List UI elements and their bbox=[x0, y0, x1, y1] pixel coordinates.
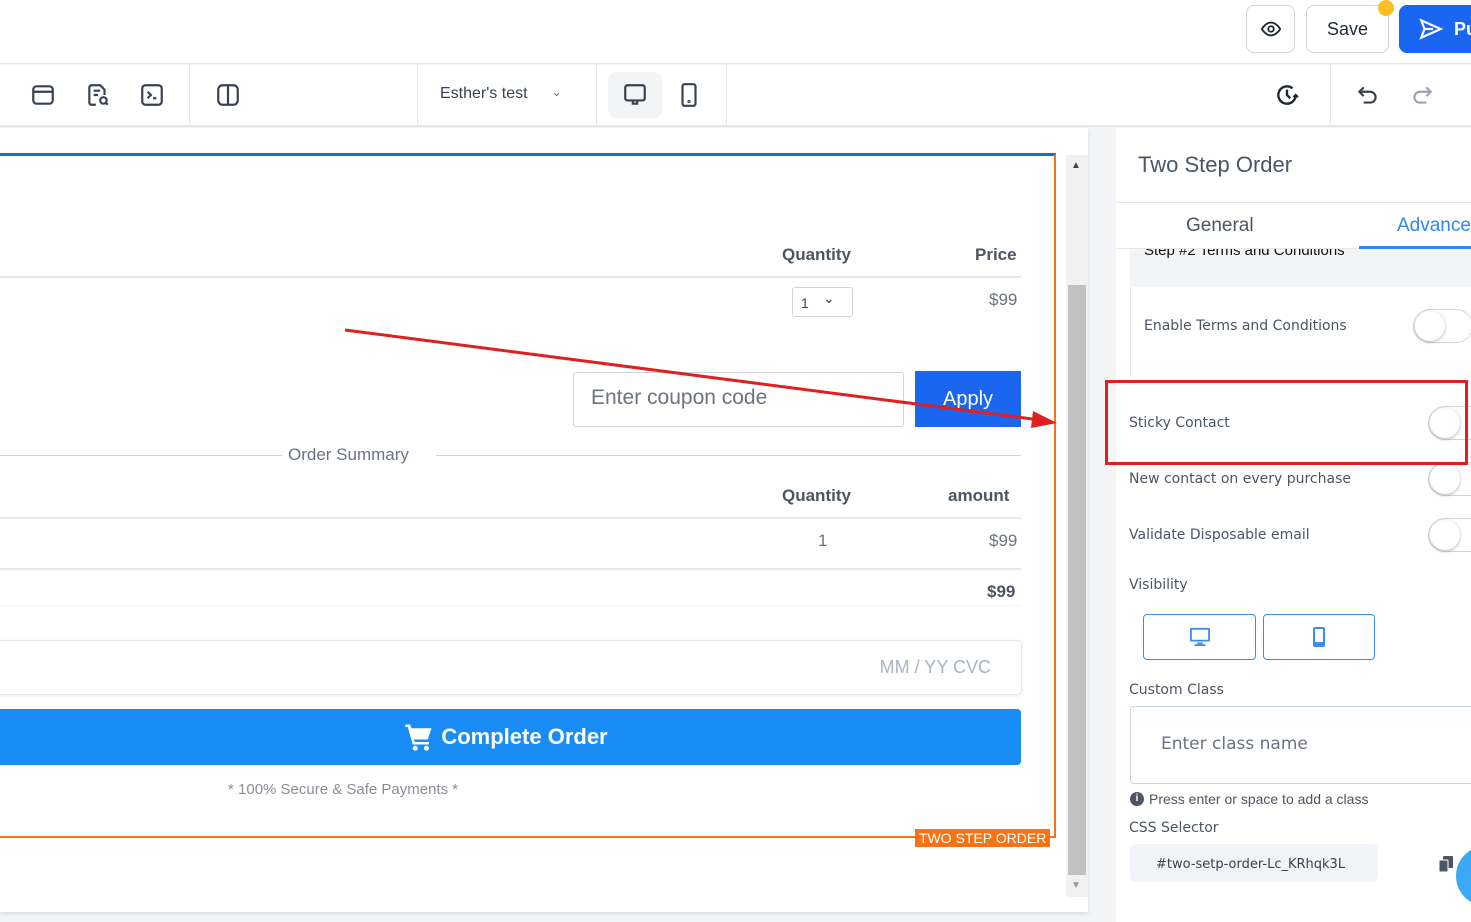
sticky-contact-label: Sticky Contact bbox=[1129, 415, 1230, 431]
order-summary-title: Order Summary bbox=[288, 445, 409, 464]
summary-amount: $99 bbox=[989, 531, 1018, 550]
info-icon: i bbox=[1130, 792, 1144, 806]
custom-class-placeholder: Enter class name bbox=[1161, 734, 1308, 754]
css-selector-label: CSS Selector bbox=[1129, 820, 1219, 836]
scrollbar-thumb[interactable] bbox=[1068, 285, 1086, 875]
custom-class-input[interactable]: Enter class name bbox=[1130, 706, 1471, 784]
coupon-input[interactable]: Enter coupon code bbox=[573, 372, 904, 427]
unsaved-dot bbox=[1378, 0, 1394, 16]
visibility-desktop-button[interactable] bbox=[1143, 614, 1256, 660]
two-step-order-element[interactable] bbox=[0, 153, 1056, 838]
tab-advance[interactable]: Advance bbox=[1397, 215, 1471, 236]
enable-terms-label: Enable Terms and Conditions bbox=[1144, 318, 1347, 334]
editor-canvas bbox=[0, 128, 1088, 912]
visibility-label: Visibility bbox=[1129, 577, 1188, 593]
top-header: Save Pu bbox=[0, 0, 1471, 64]
preview-button[interactable] bbox=[1246, 5, 1295, 53]
help-chat-button[interactable] bbox=[1456, 846, 1471, 906]
columns-icon[interactable] bbox=[214, 81, 242, 109]
enable-terms-toggle[interactable] bbox=[1413, 309, 1471, 343]
page-select[interactable]: Esther's test ⌄ bbox=[440, 85, 562, 103]
eye-icon bbox=[1260, 21, 1281, 37]
history-icon[interactable] bbox=[1273, 81, 1301, 109]
scroll-up-arrow[interactable]: ▲ bbox=[1071, 160, 1081, 171]
copy-icon[interactable] bbox=[1439, 856, 1453, 872]
secure-payments-text: * 100% Secure & Safe Payments * bbox=[228, 781, 459, 798]
publish-label: Pu bbox=[1454, 18, 1471, 39]
validate-email-toggle[interactable] bbox=[1428, 518, 1471, 552]
card-input[interactable]: MM / YY CVC bbox=[0, 640, 1022, 695]
settings-panel: Two Step Order General Advance Step #2 T… bbox=[1116, 128, 1471, 922]
tab-general[interactable]: General bbox=[1186, 215, 1254, 236]
page-select-value: Esther's test bbox=[440, 85, 528, 102]
panel-title: Two Step Order bbox=[1138, 152, 1293, 177]
price-value: $99 bbox=[989, 290, 1018, 309]
mobile-view-button[interactable] bbox=[675, 81, 703, 109]
mobile-icon bbox=[681, 83, 697, 107]
quantity-header: Quantity bbox=[782, 245, 851, 264]
custom-class-label: Custom Class bbox=[1129, 682, 1224, 698]
css-selector-field[interactable]: #two-setp-order-Lc_KRhqk3L bbox=[1130, 844, 1378, 882]
save-button[interactable]: Save bbox=[1306, 5, 1389, 53]
sticky-contact-toggle[interactable] bbox=[1428, 406, 1471, 440]
visibility-mobile-button[interactable] bbox=[1263, 614, 1375, 660]
quantity-value: 1 bbox=[801, 295, 809, 311]
css-selector-value: #two-setp-order-Lc_KRhqk3L bbox=[1156, 857, 1346, 872]
price-header: Price bbox=[975, 245, 1017, 264]
send-icon bbox=[1419, 18, 1444, 40]
element-tag: TWO STEP ORDER bbox=[915, 829, 1051, 847]
desktop-icon bbox=[1189, 627, 1210, 647]
quantity-header-2: Quantity bbox=[782, 486, 851, 505]
publish-button[interactable]: Pu bbox=[1399, 5, 1471, 53]
undo-icon[interactable] bbox=[1354, 81, 1382, 109]
amount-header: amount bbox=[948, 486, 1010, 505]
custom-class-hint: Press enter or space to add a class bbox=[1149, 791, 1369, 807]
new-contact-label: New contact on every purchase bbox=[1129, 471, 1351, 487]
chevron-down-icon: ⌄ bbox=[551, 85, 562, 99]
section-header[interactable]: Step #2 Terms and Conditions bbox=[1130, 249, 1471, 287]
layout-icon[interactable] bbox=[29, 81, 57, 109]
save-label: Save bbox=[1326, 18, 1369, 39]
editor-toolbar: Esther's test ⌄ bbox=[0, 65, 1471, 127]
validate-email-label: Validate Disposable email bbox=[1129, 527, 1310, 543]
cart-icon bbox=[405, 724, 432, 751]
section-header-label: Step #2 Terms and Conditions bbox=[1144, 249, 1345, 259]
new-contact-toggle[interactable] bbox=[1428, 462, 1471, 496]
annotation-highlight-box bbox=[1105, 380, 1468, 465]
summary-total: $99 bbox=[987, 582, 1016, 601]
code-terminal-icon[interactable] bbox=[138, 81, 166, 109]
scroll-down-arrow[interactable]: ▼ bbox=[1071, 880, 1081, 891]
summary-qty: 1 bbox=[818, 531, 828, 550]
mobile-icon bbox=[1313, 627, 1325, 647]
redo-icon[interactable] bbox=[1408, 81, 1436, 109]
quantity-select[interactable]: 1 ⌄ bbox=[792, 287, 853, 317]
complete-order-label: Complete Order bbox=[441, 724, 608, 749]
complete-order-button[interactable]: Complete Order bbox=[0, 709, 1021, 765]
chevron-down-icon: ⌄ bbox=[823, 290, 835, 306]
desktop-icon bbox=[624, 84, 646, 105]
card-placeholder: MM / YY CVC bbox=[879, 657, 991, 677]
desktop-view-button[interactable] bbox=[608, 72, 662, 118]
apply-button[interactable]: Apply bbox=[915, 371, 1021, 427]
coupon-placeholder: Enter coupon code bbox=[591, 386, 768, 409]
page-search-icon[interactable] bbox=[84, 81, 112, 109]
